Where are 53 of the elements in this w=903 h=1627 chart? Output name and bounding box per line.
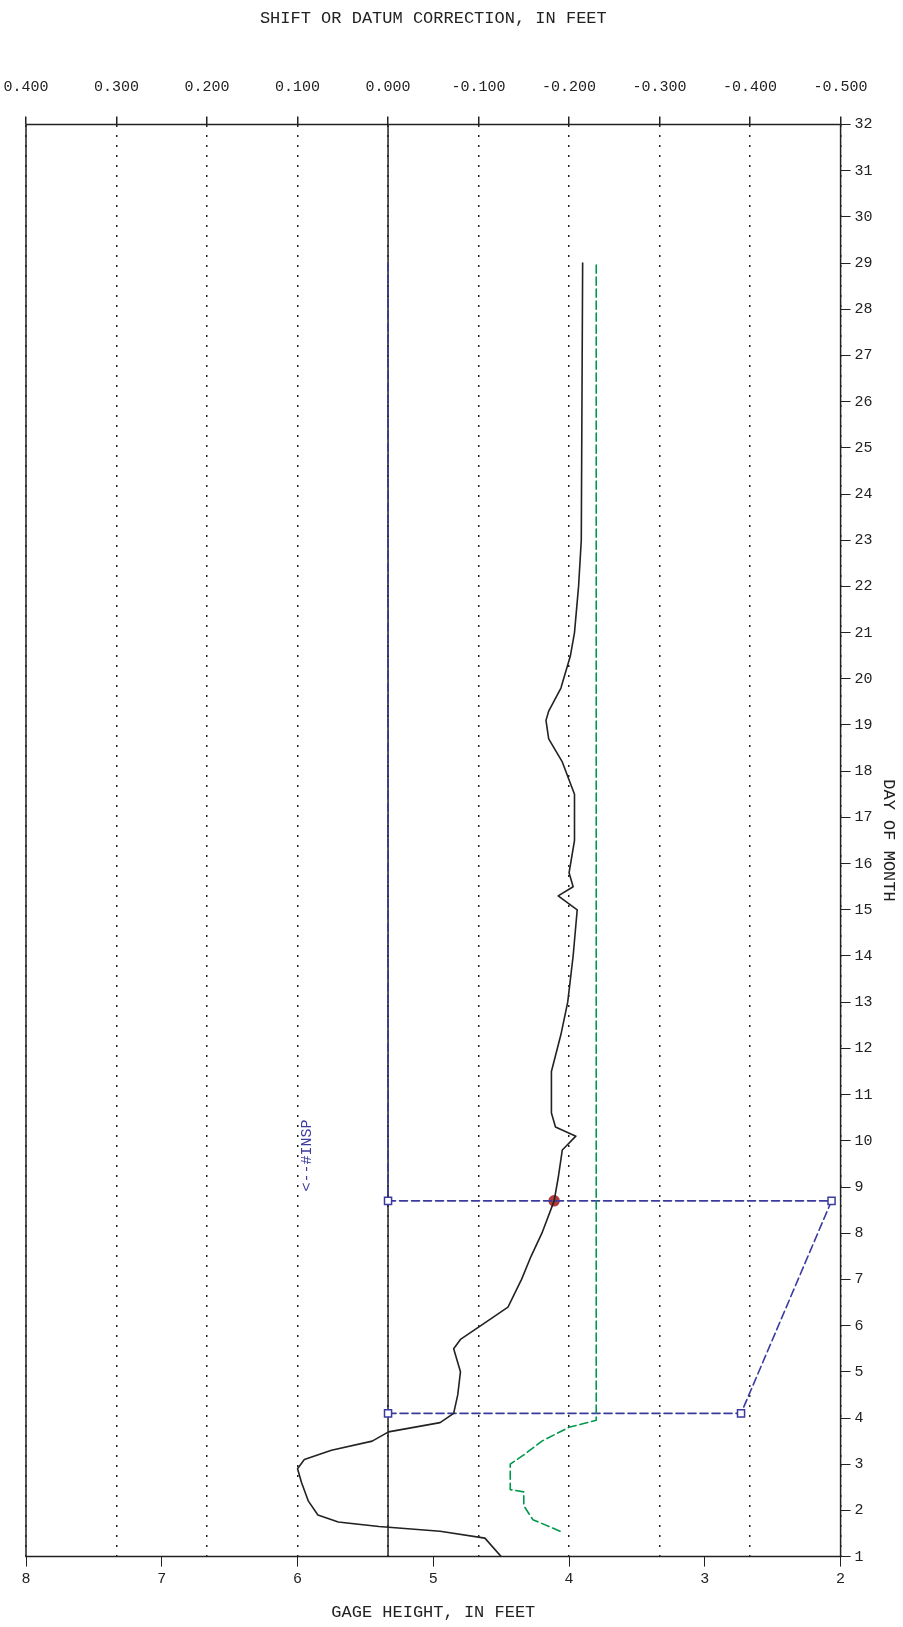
y-tick-label: 10: [854, 1132, 873, 1150]
y-tick-label: 8: [854, 1225, 864, 1243]
y-tick-label: 6: [854, 1317, 864, 1335]
y-tick-label: 19: [854, 716, 873, 734]
x2-tick-label: 0.200: [184, 79, 230, 97]
y-tick-label: 30: [854, 208, 873, 226]
x-tick-label: 3: [700, 1570, 710, 1588]
y-tick-label: 21: [854, 624, 873, 642]
y-axis-title: DAY OF MONTH: [879, 779, 899, 902]
y-tick-label: 14: [854, 947, 873, 965]
y-tick-label: 4: [854, 1409, 864, 1427]
y-tick-label: 7: [854, 1271, 864, 1289]
y-tick-label: 25: [854, 439, 873, 457]
x2-tick-label: -0.100: [451, 79, 506, 97]
x-tick-label: 6: [293, 1570, 303, 1588]
y-tick-label: 27: [854, 347, 873, 365]
x2-tick-label: 0.100: [275, 79, 321, 97]
y-tick-label: 12: [854, 1040, 873, 1058]
x-tick-label: 5: [428, 1570, 438, 1588]
y-tick-label: 3: [854, 1456, 864, 1474]
x-axis-title: GAGE HEIGHT, IN FEET: [331, 1603, 536, 1623]
y-tick-label: 1: [854, 1548, 864, 1566]
y-tick-label: 16: [854, 855, 873, 873]
y-tick-label: 18: [854, 763, 873, 781]
x2-axis-title: SHIFT OR DATUM CORRECTION, IN FEET: [259, 8, 607, 28]
y-tick-label: 20: [854, 670, 873, 688]
y-tick-label: 32: [854, 116, 873, 134]
y-tick-label: 24: [854, 485, 873, 503]
y-tick-label: 26: [854, 393, 873, 411]
y-tick-label: 9: [854, 1178, 864, 1196]
x2-tick-label: -0.400: [723, 79, 778, 97]
x2-tick-label: 0.300: [94, 79, 140, 97]
y-tick-label: 17: [854, 809, 873, 827]
x2-tick-label: -0.300: [632, 79, 687, 97]
y-tick-label: 11: [854, 1086, 873, 1104]
x2-tick-label: 0.000: [365, 79, 411, 97]
y-tick-label: 2: [854, 1502, 864, 1520]
x-tick-label: 2: [836, 1570, 846, 1588]
y-tick-label: 13: [854, 994, 873, 1012]
annotation: <--#INSP: [299, 1119, 316, 1192]
x-tick-label: 8: [21, 1570, 31, 1588]
x2-tick-label: -0.200: [542, 79, 597, 97]
y-tick-label: 23: [854, 532, 873, 550]
y-tick-label: 31: [854, 162, 873, 180]
y-tick-label: 29: [854, 254, 873, 272]
y-tick-label: 5: [854, 1363, 864, 1381]
x2-tick-label: -0.500: [813, 79, 868, 97]
y-tick-label: 28: [854, 301, 873, 319]
x-tick-label: 4: [564, 1570, 574, 1588]
x-tick-label: 7: [157, 1570, 167, 1588]
y-tick-label: 22: [854, 578, 873, 596]
y-tick-label: 15: [854, 901, 873, 919]
x2-tick-label: 0.400: [3, 79, 49, 97]
